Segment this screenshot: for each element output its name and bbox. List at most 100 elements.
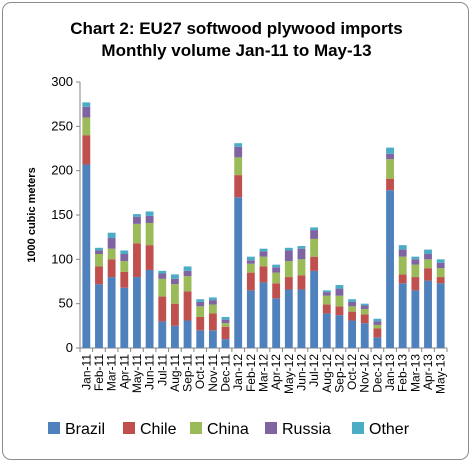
bar-segment-chile (335, 306, 344, 316)
y-tick-label: 200 (51, 163, 73, 178)
bar-segment-chile (95, 266, 103, 285)
bar-segment-russia (259, 251, 268, 257)
x-tick-label: Jul-11 (155, 354, 169, 386)
bar-segment-chile (196, 316, 205, 331)
x-tick-label: May-12 (282, 354, 296, 394)
bar-segment-brazil (246, 290, 255, 348)
bar-segment-russia (158, 273, 167, 279)
bar-segment-brazil (360, 323, 369, 348)
bar-segment-china (221, 323, 230, 327)
x-tick-label: Oct-12 (345, 354, 359, 390)
y-tick-label: 300 (51, 74, 73, 89)
bar-segment-brazil (373, 337, 382, 348)
bar-segment-russia (297, 248, 306, 260)
bar-segment-brazil (411, 290, 420, 348)
bar-segment-other (436, 259, 445, 263)
bar-segment-russia (386, 153, 394, 160)
x-tick-label: Jan-12 (231, 354, 245, 391)
x-tick-label: Apr-12 (269, 354, 283, 390)
y-tick-label: 50 (59, 296, 73, 311)
bar-segment-russia (145, 215, 154, 223)
bar-segment-chile (120, 271, 129, 288)
bar-segment-other (246, 256, 255, 261)
x-tick-label: May-13 (434, 354, 448, 394)
bar-segment-chile (360, 314, 369, 324)
x-tick-label: Apr-13 (421, 354, 435, 390)
bar-segment-chile (436, 277, 445, 284)
legend-label-russia: Russia (282, 421, 331, 438)
x-tick-label: Sep-12 (332, 354, 346, 393)
bar-segment-russia (272, 267, 281, 273)
bar-segment-china (259, 256, 268, 267)
bar-segment-china (335, 295, 344, 307)
bar-segment-russia (348, 301, 357, 307)
bar-segment-china (348, 306, 357, 312)
bar-segment-other (107, 232, 116, 239)
chart-title-block: Chart 2: EU27 softwood plywood imports M… (0, 18, 473, 62)
x-tick-label: Dec-11 (219, 354, 233, 392)
bar-segment-other (284, 247, 293, 251)
bar-segment-china (411, 264, 420, 278)
bar-segment-chile (284, 277, 293, 290)
bar-segment-chile (348, 311, 357, 321)
bar-segment-other (373, 318, 382, 322)
legend-swatch-other (352, 422, 364, 434)
x-tick-label: Feb-13 (396, 354, 410, 392)
x-tick-label: Nov-11 (206, 354, 220, 392)
bar-segment-china (170, 284, 179, 304)
x-tick-label: Sep-11 (181, 354, 195, 392)
bar-segment-brazil (436, 283, 445, 348)
bar-segment-other (95, 247, 103, 251)
bar-segment-russia (436, 262, 445, 269)
bar-segment-other (221, 316, 230, 320)
bar-segment-russia (107, 238, 116, 249)
bar-segment-russia (183, 270, 192, 277)
bar-segment-china (246, 263, 255, 273)
bar-segment-brazil (221, 339, 230, 348)
bar-segment-china (310, 238, 319, 257)
bar-segment-other (360, 303, 369, 306)
bar-segment-russia (196, 301, 205, 307)
bar-segment-brazil (310, 270, 319, 348)
bar-segment-russia (411, 259, 420, 265)
bar-segment-brazil (424, 280, 432, 348)
x-tick-label: Jun-12 (294, 354, 308, 391)
legend-label-china: China (207, 421, 249, 438)
legend-label-brazil: Brazil (65, 421, 105, 438)
bar-segment-china (234, 157, 243, 176)
bar-segment-brazil (107, 277, 116, 348)
bar-segment-other (424, 249, 432, 255)
bar-segment-other (145, 211, 154, 216)
x-tick-label: Aug-12 (320, 354, 334, 393)
bar-segment-chile (272, 283, 281, 299)
bar-segment-china (272, 272, 281, 284)
bar-segment-brazil (322, 313, 331, 348)
bar-segment-russia (398, 249, 407, 257)
bar-segment-russia (234, 146, 243, 158)
bar-segment-brazil (208, 330, 217, 348)
y-axis-title: 1000 cubic meters (26, 167, 38, 262)
bar-segment-china (360, 308, 369, 315)
y-tick-label: 150 (51, 207, 73, 222)
bar-segment-other (183, 266, 192, 271)
bar-segment-chile (246, 272, 255, 291)
y-tick-label: 250 (51, 118, 73, 133)
bar-segment-russia (373, 321, 382, 325)
bar-segment-chile (386, 178, 394, 191)
bar-segment-chile (158, 296, 167, 322)
bar-segment-other (120, 250, 129, 255)
bar-segment-russia (95, 250, 103, 255)
bar-segment-chile (322, 304, 331, 314)
bar-segment-russia (133, 216, 141, 224)
bar-segment-brazil (272, 298, 281, 348)
bar-segment-chile (170, 303, 179, 326)
bar-segment-chile (107, 259, 116, 278)
bar-segment-china (436, 268, 445, 278)
bar-segment-brazil (196, 330, 205, 348)
bar-segment-brazil (348, 320, 357, 348)
bar-segment-china (398, 256, 407, 275)
bar-segment-chile (259, 266, 268, 283)
bar-segment-chile (234, 175, 243, 198)
bar-segment-china (107, 248, 116, 260)
